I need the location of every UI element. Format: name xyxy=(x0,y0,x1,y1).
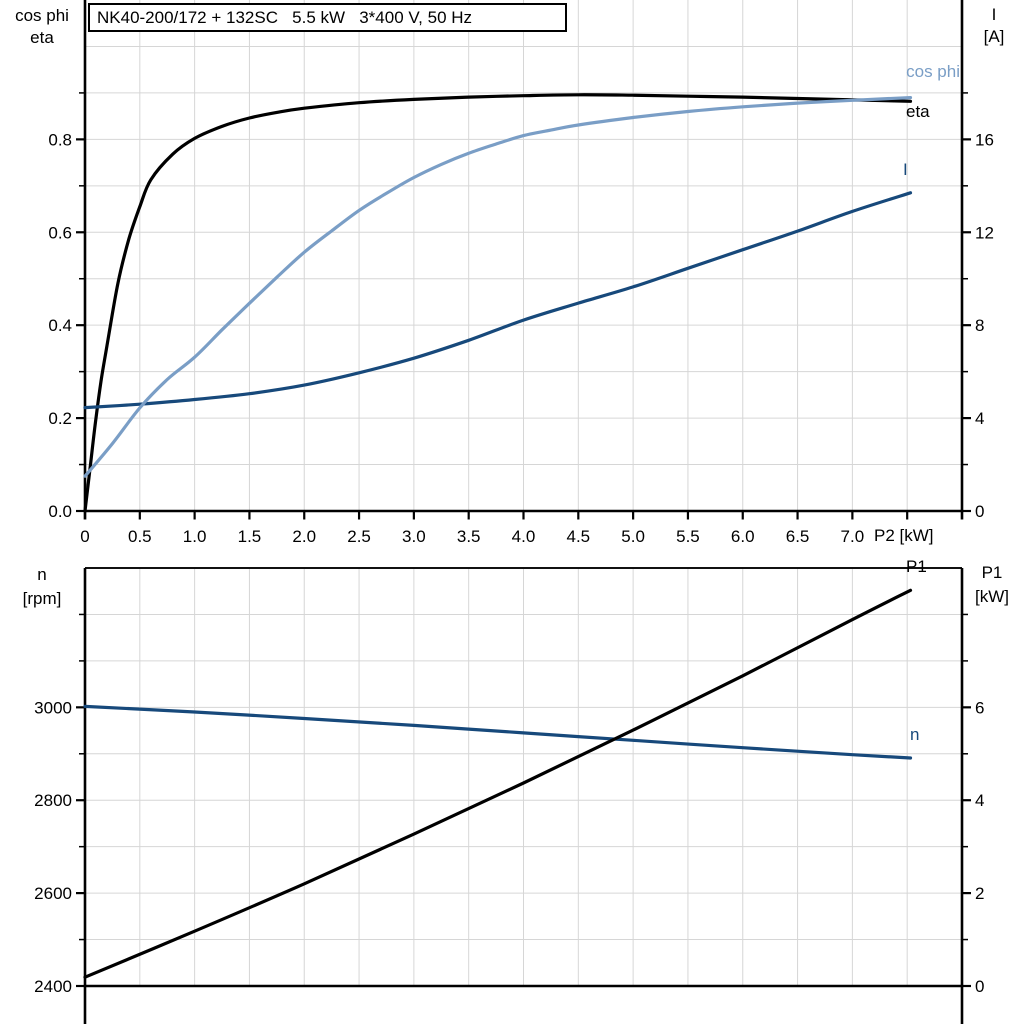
tick-label-left: 2800 xyxy=(34,791,72,810)
speed-axis-title-line2: [rpm] xyxy=(22,589,62,608)
tick-label-left: 2400 xyxy=(34,977,72,996)
tick-label-left: 2600 xyxy=(34,884,72,903)
bottom-right-axis-title: P1 [kW] xyxy=(962,561,1022,609)
top-left-axis-title: cos phi eta xyxy=(2,5,82,49)
curve-label-current: I xyxy=(903,160,908,179)
speed-axis-title-line1: n xyxy=(37,565,47,584)
tick-label-right: 4 xyxy=(975,791,984,810)
tick-label-x: 3.0 xyxy=(402,527,426,546)
curve-label-p1: P1 xyxy=(906,557,927,576)
chart-title-box: NK40-200/172 + 132SC 5.5 kW 3*400 V, 50 … xyxy=(88,3,567,32)
tick-label-right: 0 xyxy=(975,977,984,996)
tick-label-right: 12 xyxy=(975,223,994,242)
tick-label-right: 4 xyxy=(975,409,984,428)
tick-label-x: 7.0 xyxy=(841,527,865,546)
curve-cos-phi xyxy=(83,96,913,478)
tick-label-x: 4.0 xyxy=(512,527,536,546)
tick-label-right: 8 xyxy=(975,316,984,335)
right-axis-title-line2: [A] xyxy=(983,27,1005,46)
tick-label-right: 0 xyxy=(975,502,984,521)
tick-label-x: 6.5 xyxy=(786,527,810,546)
curve-P1 xyxy=(83,588,913,979)
tick-label-x: 6.0 xyxy=(731,527,755,546)
tick-label-x: 4.5 xyxy=(566,527,590,546)
tick-label-left: 0.6 xyxy=(48,223,72,242)
tick-label-x: 1.0 xyxy=(183,527,207,546)
tick-label-x: 5.5 xyxy=(676,527,700,546)
curve-label-speed: n xyxy=(910,725,920,744)
tick-label-right: 16 xyxy=(975,130,994,149)
curve-label-eta: eta xyxy=(906,102,930,121)
curve-eta xyxy=(83,93,913,513)
tick-label-left: 3000 xyxy=(34,698,72,717)
curve-label-cos-phi: cos phi xyxy=(906,62,960,81)
tick-label-right: 6 xyxy=(975,698,984,717)
curve-I xyxy=(83,191,913,410)
tick-label-x: 5.0 xyxy=(621,527,645,546)
tick-label-left: 0.8 xyxy=(48,130,72,149)
tick-label-x: 2.5 xyxy=(347,527,371,546)
left-axis-title-line2: eta xyxy=(30,28,54,47)
tick-label-x: 3.5 xyxy=(457,527,481,546)
tick-label-x: 0 xyxy=(80,527,89,546)
tick-label-x: 2.0 xyxy=(292,527,316,546)
top-right-axis-title: I [A] xyxy=(968,4,1020,48)
tick-label-left: 0.2 xyxy=(48,409,72,428)
tick-label-x: 1.5 xyxy=(238,527,262,546)
left-axis-title-line1: cos phi xyxy=(15,6,69,25)
tick-label-left: 0.4 xyxy=(48,316,72,335)
tick-label-right: 2 xyxy=(975,884,984,903)
power-axis-title-line2: [kW] xyxy=(975,587,1009,606)
x-axis-label-p2: P2 [kW] xyxy=(874,526,934,545)
tick-label-left: 0.0 xyxy=(48,502,72,521)
curve-n xyxy=(83,704,913,760)
power-axis-title-line1: P1 xyxy=(981,563,1003,582)
tick-label-x: 0.5 xyxy=(128,527,152,546)
bottom-left-axis-title: n [rpm] xyxy=(4,563,80,611)
right-axis-title-line1: I xyxy=(991,5,997,24)
